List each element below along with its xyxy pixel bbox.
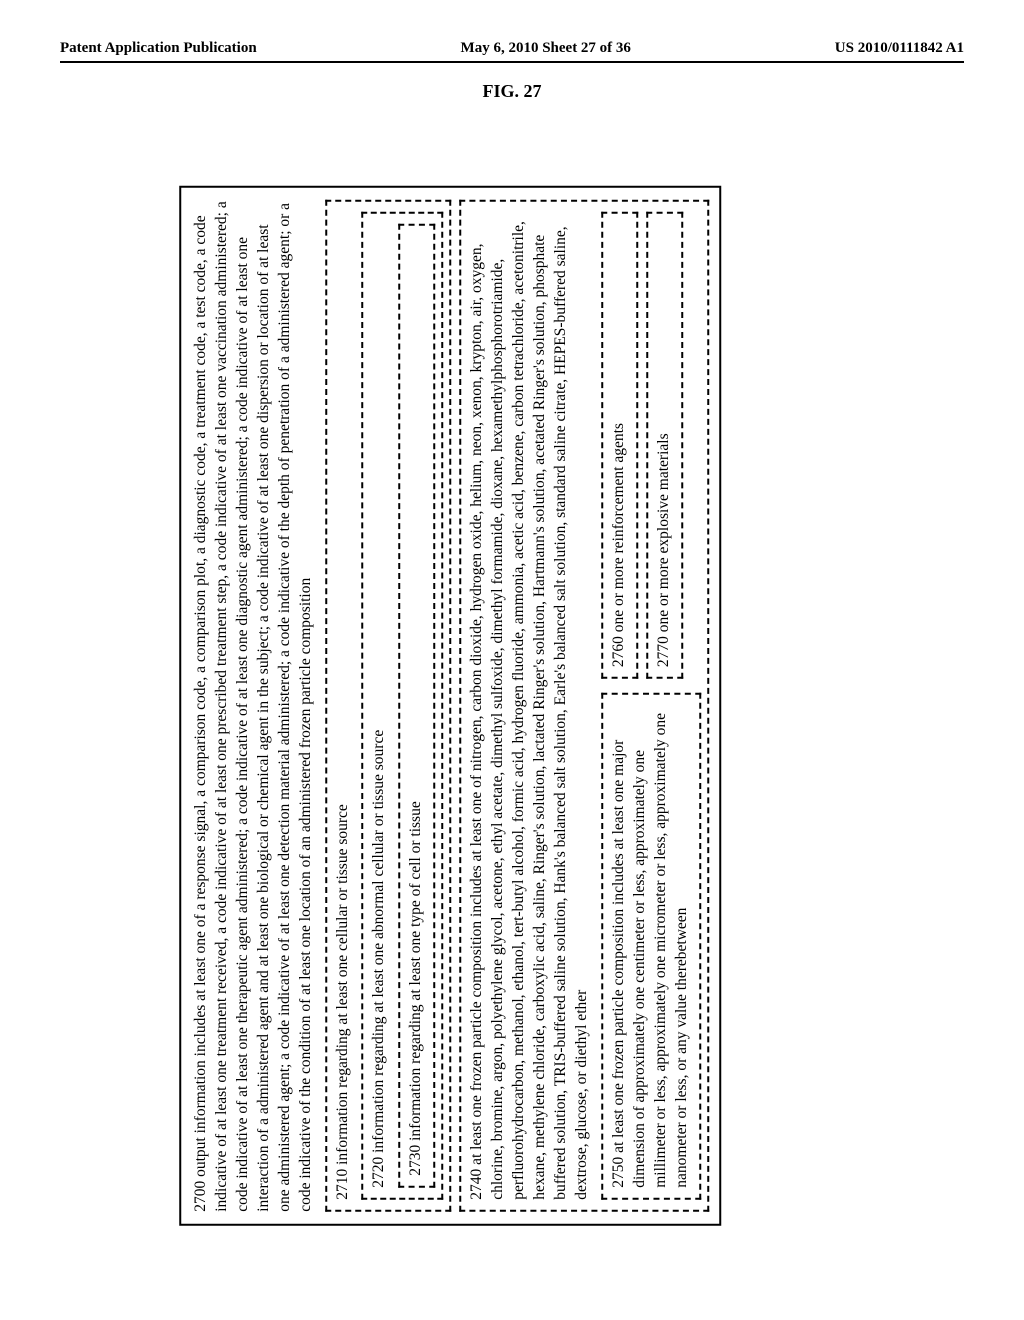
page: Patent Application Publication May 6, 20… xyxy=(0,0,1024,1320)
box-2750-text: 2750 at least one frozen particle compos… xyxy=(610,713,690,1188)
page-header: Patent Application Publication May 6, 20… xyxy=(60,40,964,63)
box-2700: 2700 output information includes at leas… xyxy=(179,186,721,1226)
box-2720-text: 2720 information regarding at least one … xyxy=(370,224,391,1188)
box-2770-text: 2770 one or more explosive materials xyxy=(655,433,672,667)
diagram-container: 2700 output information includes at leas… xyxy=(179,186,721,1226)
box-2760-text: 2760 one or more reinforcement agents xyxy=(610,423,627,667)
box-2760-2770-col: 2760 one or more reinforcement agents 27… xyxy=(601,212,701,679)
box-2730: 2730 information regarding at least one … xyxy=(399,224,436,1188)
box-2770: 2770 one or more explosive materials xyxy=(646,212,683,679)
box-2710-text: 2710 information regarding at least one … xyxy=(333,212,354,1200)
box-2760: 2760 one or more reinforcement agents xyxy=(601,212,638,679)
header-right: US 2010/0111842 A1 xyxy=(835,40,964,57)
box-2740: 2740 at least one frozen particle compos… xyxy=(460,200,709,1212)
header-left: Patent Application Publication xyxy=(60,40,257,57)
box-2730-text: 2730 information regarding at least one … xyxy=(408,801,425,1175)
header-center: May 6, 2010 Sheet 27 of 36 xyxy=(461,40,631,57)
box-2740-row: 2750 at least one frozen particle compos… xyxy=(601,212,701,1200)
box-2750: 2750 at least one frozen particle compos… xyxy=(601,693,701,1200)
figure-label: FIG. 27 xyxy=(60,81,964,102)
box-2740-text: 2740 at least one frozen particle compos… xyxy=(468,212,594,1200)
box-2720: 2720 information regarding at least one … xyxy=(362,212,444,1200)
box-2700-text: 2700 output information includes at leas… xyxy=(191,200,317,1212)
box-2710: 2710 information regarding at least one … xyxy=(325,200,452,1212)
